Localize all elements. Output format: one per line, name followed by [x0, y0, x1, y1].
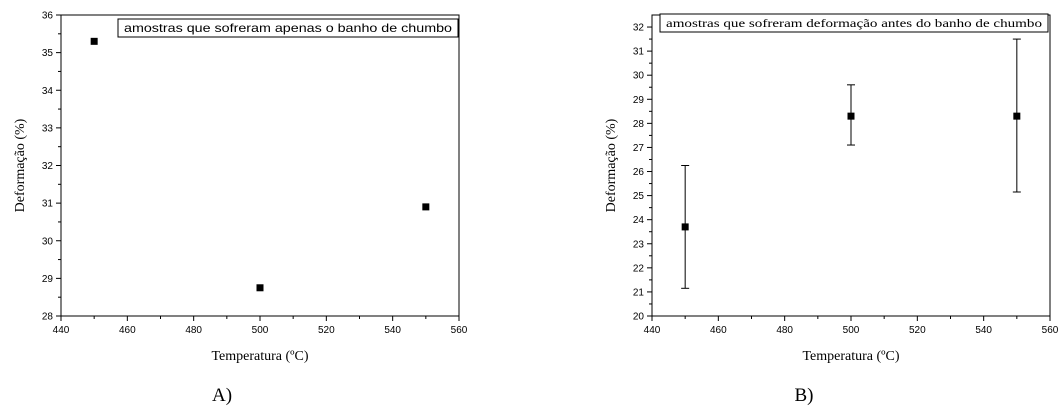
- y-tick-label: 36: [42, 11, 54, 22]
- y-tick-label: 20: [633, 312, 645, 323]
- y-tick-label: 23: [633, 239, 645, 250]
- plot-frame: [651, 14, 1051, 317]
- y-tick-label: 26: [633, 167, 645, 178]
- x-tick-label: 560: [451, 325, 468, 336]
- y-tick-label: 32: [42, 161, 54, 172]
- y-tick-label: 34: [42, 86, 54, 97]
- data-point: [681, 223, 689, 231]
- data-point: [256, 284, 264, 292]
- y-tick-label: 29: [42, 274, 54, 285]
- data-point: [422, 203, 430, 211]
- data-point: [847, 112, 855, 120]
- y-tick-label: 35: [42, 48, 54, 59]
- x-tick-label: 520: [318, 325, 335, 336]
- legend-text: amostras que sofreram deformação antes d…: [666, 16, 1042, 30]
- y-tick-label: 30: [633, 71, 645, 82]
- data-point: [1013, 112, 1021, 120]
- x-tick-label: 440: [53, 325, 70, 336]
- y-tick-label: 33: [42, 123, 54, 134]
- y-tick-label: 22: [633, 263, 645, 274]
- x-tick-label: 460: [710, 325, 727, 336]
- x-tick-label: 560: [1042, 325, 1058, 336]
- x-tick-label: 480: [185, 325, 202, 336]
- y-tick-label: 24: [633, 215, 645, 226]
- x-axis-label: Temperatura (ºC): [211, 349, 308, 364]
- legend-text: amostras que sofreram apenas o banho de …: [124, 21, 452, 35]
- y-tick-label: 31: [42, 199, 54, 210]
- y-tick-label: 31: [633, 47, 645, 58]
- y-tick-label: 27: [633, 143, 645, 154]
- legend-box: [117, 18, 459, 38]
- x-tick-label: 460: [119, 325, 136, 336]
- x-tick-label: 480: [776, 325, 793, 336]
- x-tick-label: 540: [384, 325, 401, 336]
- y-tick-label: 30: [42, 236, 54, 247]
- y-axis-label: Deformação (%): [13, 118, 28, 212]
- y-tick-label: 25: [633, 191, 645, 202]
- plot-frame: [60, 14, 460, 317]
- y-tick-label: 29: [633, 95, 645, 106]
- chart-panel-a: 440 460 480 500 520 540 560 28 29 30 31 32 33 34 35 36 T…: [13, 11, 468, 407]
- data-point: [90, 37, 98, 45]
- x-tick-label: 500: [252, 325, 269, 336]
- y-tick-label: 28: [42, 312, 54, 323]
- panel-label: B): [795, 385, 814, 406]
- legend-box: [659, 13, 1049, 33]
- x-tick-label: 440: [644, 325, 661, 336]
- y-tick-label: 21: [633, 287, 645, 298]
- x-tick-label: 500: [843, 325, 860, 336]
- y-tick-label: 32: [633, 23, 645, 34]
- panel-label: A): [212, 385, 232, 406]
- y-axis-label: Deformação (%): [604, 118, 619, 212]
- x-tick-label: 540: [975, 325, 992, 336]
- x-axis-label: Temperatura (ºC): [802, 349, 899, 364]
- y-tick-label: 28: [633, 119, 645, 130]
- chart-panel-b: 440 460 480 500 520 540 560 20 21 22 23 24 25 26 27 28 2…: [604, 13, 1058, 406]
- x-tick-label: 520: [909, 325, 926, 336]
